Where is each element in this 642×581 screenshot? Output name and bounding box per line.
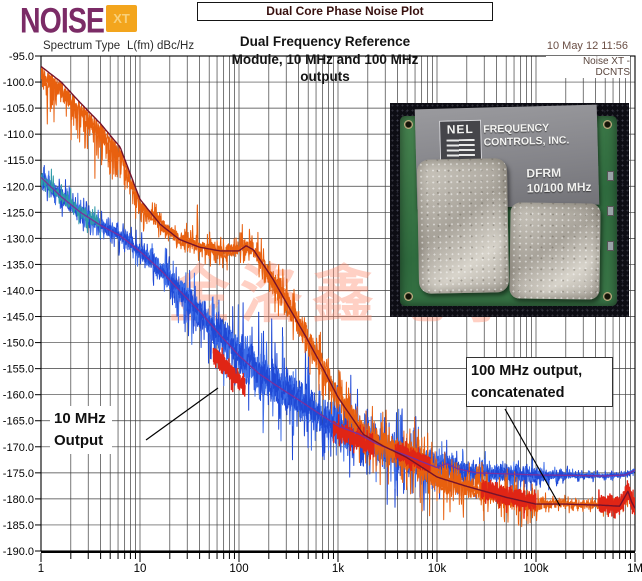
trace-layer	[41, 65, 635, 528]
svg-text:-100.0: -100.0	[3, 77, 34, 89]
smd-component	[607, 241, 614, 251]
instrument-name: Noise XT - DCNTS	[546, 56, 630, 78]
noisext-logo: NOISE	[20, 2, 105, 41]
screw-hole-icon	[603, 120, 612, 129]
svg-text:-175.0: -175.0	[3, 468, 34, 480]
svg-text:-190.0: -190.0	[3, 546, 34, 558]
svg-text:1M: 1M	[627, 563, 642, 575]
svg-text:-95.0: -95.0	[9, 51, 34, 63]
svg-text:10: 10	[134, 563, 147, 575]
measurement-datetime: 10 May 12 11:56	[546, 40, 628, 52]
svg-text:-185.0: -185.0	[3, 520, 34, 532]
smd-component	[607, 171, 614, 181]
svg-text:-180.0: -180.0	[3, 494, 34, 506]
screw-hole-icon	[404, 292, 413, 301]
svg-text:-120.0: -120.0	[3, 181, 34, 193]
chart-title-line1: Dual Frequency Reference	[239, 34, 411, 49]
svg-text:-105.0: -105.0	[3, 103, 34, 115]
svg-text:-125.0: -125.0	[3, 207, 34, 219]
trace-100mhz-average	[41, 65, 635, 509]
svg-text:-165.0: -165.0	[3, 416, 34, 428]
red-overlay-trace	[598, 480, 635, 519]
trace-10mhz-average	[41, 176, 635, 477]
svg-text:-135.0: -135.0	[3, 259, 34, 271]
annotation-pointers	[145, 387, 561, 507]
screw-hole-icon	[404, 120, 413, 129]
annotation-10mhz-line2: Output	[54, 432, 104, 449]
svg-text:-150.0: -150.0	[3, 338, 34, 350]
svg-text:10k: 10k	[428, 563, 447, 575]
red-overlay-trace	[212, 347, 246, 397]
module-model: DFRM 10/100 MHz	[526, 165, 591, 197]
svg-text:1k: 1k	[332, 563, 344, 575]
svg-text:-160.0: -160.0	[3, 390, 34, 402]
smd-component	[607, 206, 614, 216]
svg-text:-115.0: -115.0	[4, 155, 34, 167]
company-name: FREQUENCY CONTROLS, INC.	[483, 121, 569, 149]
annotation-100mhz-line1: 100 MHz output,	[471, 363, 583, 379]
red-overlay-trace	[332, 414, 375, 460]
window-title-bar[interactable]: Dual Core Phase Noise Plot	[197, 2, 493, 21]
annotation-100mhz-output: 100 MHz output, concatenated	[466, 357, 613, 407]
svg-text:100k: 100k	[524, 563, 549, 575]
spectrum-type-label: Spectrum Type	[43, 40, 121, 52]
svg-text:-145.0: -145.0	[3, 312, 34, 324]
chart-title: Dual Frequency Reference Module, 10 MHz …	[190, 33, 460, 86]
noisext-logo-badge: XT	[106, 5, 137, 32]
annotation-10mhz-line1: 10 MHz	[54, 410, 106, 427]
module-model-name: DFRM	[526, 165, 562, 181]
oscillator-can-small	[509, 202, 601, 300]
red-overlay-trace	[394, 441, 431, 473]
svg-text:-170.0: -170.0	[3, 442, 34, 454]
axis-ticks	[35, 55, 636, 562]
nel-logo-text: NEL	[446, 121, 474, 137]
annotation-10mhz-output: 10 MHz Output	[50, 406, 112, 454]
company-name-line2: CONTROLS, INC.	[483, 134, 570, 149]
svg-text:100: 100	[229, 563, 248, 575]
annotation-100mhz-line2: concatenated	[471, 385, 565, 401]
svg-text:-110.0: -110.0	[4, 129, 34, 141]
plot-frame	[40, 55, 636, 553]
svg-text:-140.0: -140.0	[3, 285, 34, 297]
y-axis-unit-label: L(fm) dBc/Hz	[127, 40, 195, 52]
trace-10mhz-noise-start	[41, 168, 101, 238]
svg-text:-130.0: -130.0	[3, 233, 34, 245]
screw-hole-icon	[603, 292, 612, 301]
nel-logo-stripes-icon	[446, 138, 475, 158]
chart-title-line3: outputs	[300, 69, 350, 84]
oscillator-can-large	[416, 158, 510, 294]
svg-text:-155.0: -155.0	[3, 364, 34, 376]
axis-labels: -95.0 -100.0 -105.0 -110.0 -115.0 -120.0 -125.…	[3, 51, 642, 575]
module-photo: NEL FREQUENCY CONTROLS, INC. DFRM 10/100…	[390, 103, 629, 317]
chart-title-line2: Module, 10 MHz and 100 MHz	[231, 51, 419, 67]
module-model-freq: 10/100 MHz	[526, 179, 592, 196]
svg-text:1: 1	[38, 563, 44, 575]
